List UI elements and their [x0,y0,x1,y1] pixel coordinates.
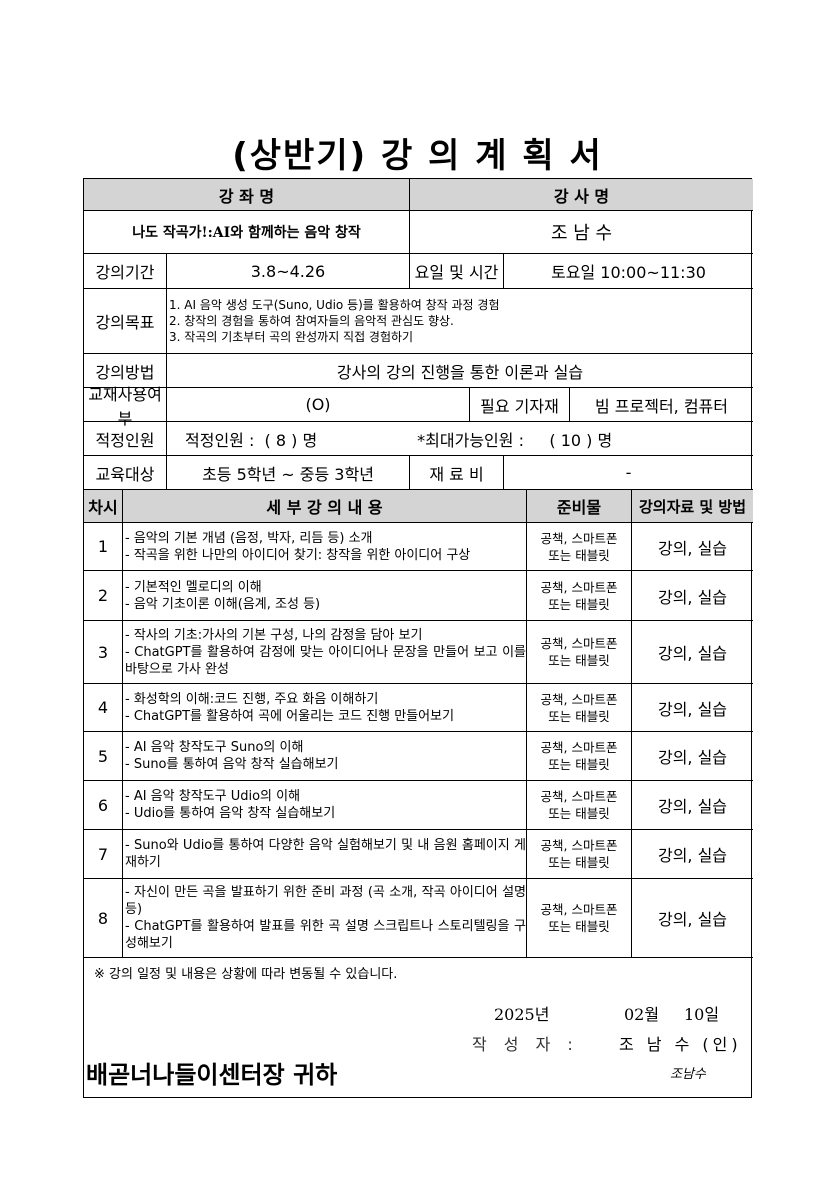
session-content: - 작사의 기초:가사의 기본 구성, 나의 감정을 담아 보기 - ChatG… [123,621,527,684]
session-materials: 공책, 스마트폰 또는 태블릿 [527,684,632,732]
session-content: - AI 음악 창작도구 Udio의 이해 - Udio를 통하여 음악 창작 … [123,781,527,830]
session-number: 6 [84,781,123,830]
capacity-value: 적정인원 : ( 8 ) 명 [185,430,318,450]
session-materials: 공책, 스마트폰 또는 태블릿 [527,523,632,571]
session-number: 7 [84,830,123,879]
lecture-plan-table: 강 좌 명 강 사 명 나도 작곡가!:AI와 함께하는 음악 창작 조 남 수… [83,178,753,1098]
equipment-label: 필요 기자재 [470,388,570,422]
session-number: 8 [84,879,123,958]
session-number: 1 [84,523,123,571]
goals-list: 1. AI 음악 생성 도구(Suno, Udio 등)를 활용하여 창작 과정… [167,289,753,354]
session-materials: 공책, 스마트폰 또는 태블릿 [527,621,632,684]
content-header: 세 부 강 의 내 용 [123,490,527,523]
max-capacity-value: *최대가능인원 : ( 10 ) 명 [417,430,613,450]
author-label: 작 성 자 : [472,1035,579,1054]
date-day: 10일 [684,1005,720,1024]
goal-item: 3. 작곡의 기초부터 곡의 완성까지 직접 경험하기 [169,330,414,344]
session-method: 강의, 실습 [632,621,753,684]
capacity-row: 적정인원 : ( 8 ) 명 *최대가능인원 : ( 10 ) 명 [167,422,753,456]
session-method: 강의, 실습 [632,684,753,732]
instructor-name: 조 남 수 [410,211,753,254]
session-number: 3 [84,621,123,684]
session-materials: 공책, 스마트폰 또는 태블릿 [527,781,632,830]
time-value: 토요일 10:00~11:30 [504,254,753,289]
fee-value: - [504,456,753,490]
target-value: 초등 5학년 ~ 중등 3학년 [167,456,410,490]
session-method: 강의, 실습 [632,732,753,781]
method-value: 강사의 강의 진행을 통한 이론과 실습 [167,354,753,388]
page-title: (상반기) 강 의 계 획 서 [232,136,603,176]
method-header: 강의자료 및 방법 [632,490,753,523]
notice: ※ 강의 일정 및 내용은 상황에 따라 변동될 수 있습니다. [94,967,398,982]
author-name: 조 남 수 (인) [619,1035,742,1054]
equipment-value: 빔 프로젝터, 컴퓨터 [570,388,753,422]
goal-item: 1. AI 음악 생성 도구(Suno, Udio 등)를 활용하여 창작 과정… [169,298,500,312]
session-header: 차시 [84,490,123,523]
session-method: 강의, 실습 [632,523,753,571]
session-method: 강의, 실습 [632,830,753,879]
textbook-value: (O) [167,388,470,422]
session-materials: 공책, 스마트폰 또는 태블릿 [527,732,632,781]
session-materials: 공책, 스마트폰 또는 태블릿 [527,571,632,621]
session-content: - 음악의 기본 개념 (음정, 박자, 리듬 등) 소개 - 작곡을 위한 나… [123,523,527,571]
session-method: 강의, 실습 [632,879,753,958]
session-number: 5 [84,732,123,781]
session-number: 2 [84,571,123,621]
session-number: 4 [84,684,123,732]
session-content: - 기본적인 멜로디의 이해 - 음악 기초이론 이해(음계, 조성 등) [123,571,527,621]
capacity-label: 적정인원 [84,422,167,456]
session-content: - 자신이 만든 곡을 발표하기 위한 준비 과정 (곡 소개, 작곡 아이디어… [123,879,527,958]
fee-label: 재 료 비 [410,456,504,490]
course-name: 나도 작곡가!:AI와 함께하는 음악 창작 [84,211,410,254]
target-label: 교육대상 [84,456,167,490]
session-materials: 공책, 스마트폰 또는 태블릿 [527,830,632,879]
signature: 조남수 [670,1067,706,1082]
session-content: - 화성학의 이해:코드 진행, 주요 화음 이해하기 - ChatGPT를 활… [123,684,527,732]
materials-header: 준비물 [527,490,632,523]
session-method: 강의, 실습 [632,781,753,830]
goals-label: 강의목표 [84,289,167,354]
session-method: 강의, 실습 [632,571,753,621]
time-label: 요일 및 시간 [410,254,504,289]
recipient: 배곧너나들이센터장 귀하 [86,1061,338,1089]
session-content: - Suno와 Udio를 통하여 다양한 음악 실험해보기 및 내 음원 홈페… [123,830,527,879]
course-name-header: 강 좌 명 [84,179,410,211]
session-content: - AI 음악 창작도구 Suno의 이해 - Suno를 통하여 음악 창작 … [123,732,527,781]
textbook-label: 교재사용여부 [84,385,167,428]
period-label: 강의기간 [84,254,167,289]
date-month: 02월 [624,1005,660,1024]
date-year: 2025년 [494,1005,550,1024]
instructor-header: 강 사 명 [410,179,753,211]
session-materials: 공책, 스마트폰 또는 태블릿 [527,879,632,958]
method-label: 강의방법 [84,354,167,388]
goal-item: 2. 창작의 경험을 통하여 참여자들의 음악적 관심도 향상. [169,314,454,328]
period-value: 3.8~4.26 [167,254,410,289]
